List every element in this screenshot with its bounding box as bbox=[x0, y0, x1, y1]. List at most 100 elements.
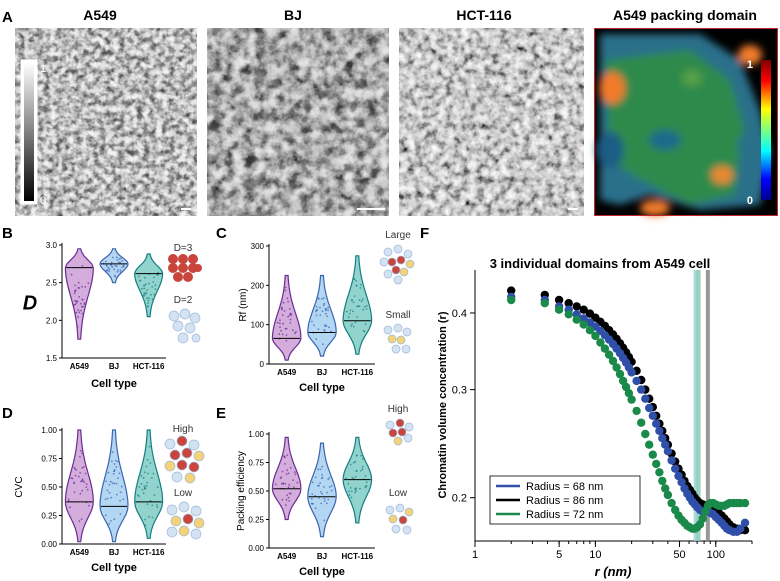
data-point bbox=[81, 466, 84, 469]
data-point bbox=[317, 484, 319, 487]
data-point bbox=[320, 491, 322, 493]
data-point bbox=[352, 461, 355, 464]
data-point bbox=[119, 499, 121, 502]
y-tick-label: 0.4 bbox=[452, 308, 467, 320]
data-point bbox=[290, 314, 293, 316]
data-point bbox=[364, 486, 367, 489]
data-point bbox=[314, 507, 317, 510]
data-point bbox=[365, 481, 368, 484]
data-point bbox=[116, 259, 119, 261]
data-point bbox=[83, 481, 86, 483]
data-point bbox=[321, 298, 323, 300]
data-point bbox=[350, 325, 353, 327]
scale-bar bbox=[568, 208, 578, 210]
data-point bbox=[73, 292, 76, 295]
data-point bbox=[321, 474, 323, 476]
data-point bbox=[364, 475, 367, 477]
data-point bbox=[292, 329, 294, 332]
data-point bbox=[287, 300, 289, 303]
y-axis-label: CVC bbox=[14, 476, 25, 497]
data-point bbox=[286, 297, 289, 300]
data-point bbox=[74, 468, 76, 470]
annotation-d2: D=2 bbox=[174, 295, 193, 306]
data-point bbox=[362, 308, 365, 311]
data-point bbox=[81, 265, 84, 267]
chart-title: 3 individual domains from A549 cell bbox=[490, 256, 711, 271]
data-point bbox=[146, 297, 148, 300]
data-point bbox=[351, 299, 353, 302]
data-point bbox=[118, 472, 121, 475]
violin-hct-116 bbox=[134, 429, 164, 539]
data-point bbox=[73, 482, 76, 485]
data-point bbox=[79, 472, 82, 474]
data-point-green_series bbox=[641, 429, 650, 439]
data-point-blue_series bbox=[652, 419, 661, 428]
data-point bbox=[145, 484, 148, 487]
panel-letter-b: B bbox=[2, 225, 13, 242]
data-point bbox=[144, 276, 147, 279]
data-point bbox=[115, 466, 118, 468]
y-tick-label: 2.0 bbox=[46, 316, 58, 325]
data-point bbox=[364, 323, 367, 326]
data-point bbox=[317, 328, 320, 331]
data-point-blue_series bbox=[667, 456, 676, 465]
data-point-green_series bbox=[579, 320, 588, 329]
violin-hct-116 bbox=[134, 253, 164, 318]
data-point bbox=[153, 494, 156, 496]
data-point bbox=[287, 315, 289, 318]
data-point bbox=[327, 306, 329, 309]
data-point bbox=[156, 486, 159, 489]
data-point bbox=[364, 305, 366, 308]
data-point bbox=[328, 326, 330, 329]
data-point bbox=[355, 455, 358, 457]
data-point bbox=[154, 284, 157, 287]
data-point bbox=[276, 321, 279, 324]
jet-colorbar bbox=[761, 60, 771, 200]
data-point-black_series bbox=[579, 305, 588, 314]
data-point bbox=[285, 504, 287, 506]
data-point bbox=[87, 504, 90, 507]
legend-label: Radius = 72 nm bbox=[526, 509, 603, 521]
data-point bbox=[115, 482, 118, 485]
data-point bbox=[154, 288, 157, 290]
x-tick-label: A549 bbox=[277, 368, 297, 377]
data-point bbox=[108, 522, 110, 525]
data-point bbox=[287, 486, 290, 489]
data-point bbox=[111, 266, 114, 269]
data-point-blue_series bbox=[740, 518, 750, 527]
data-point bbox=[347, 482, 350, 485]
data-point bbox=[284, 286, 287, 289]
y-tick-label: 1.5 bbox=[46, 354, 58, 363]
data-point bbox=[143, 284, 146, 287]
data-point-blue_series bbox=[677, 478, 686, 487]
data-point bbox=[143, 487, 146, 490]
data-point bbox=[119, 513, 122, 515]
data-point bbox=[284, 456, 286, 459]
data-point bbox=[360, 284, 362, 286]
data-point bbox=[105, 480, 107, 483]
data-point bbox=[279, 477, 282, 480]
data-point bbox=[326, 491, 328, 494]
data-point bbox=[120, 485, 123, 488]
data-point bbox=[77, 475, 80, 478]
data-point bbox=[77, 316, 79, 318]
data-point bbox=[365, 485, 368, 487]
data-point bbox=[113, 470, 116, 473]
data-point bbox=[289, 467, 292, 469]
data-point-green_series bbox=[658, 476, 667, 486]
data-point bbox=[324, 324, 326, 327]
x-tick-label: BJ bbox=[317, 552, 327, 561]
data-point bbox=[321, 465, 324, 468]
data-point bbox=[321, 310, 324, 313]
data-point-blue_series bbox=[632, 376, 641, 386]
data-point bbox=[75, 311, 78, 314]
data-point bbox=[354, 491, 356, 494]
data-point bbox=[76, 325, 79, 328]
data-point bbox=[287, 472, 290, 475]
data-point bbox=[352, 325, 355, 328]
data-point bbox=[287, 496, 290, 499]
data-point bbox=[105, 514, 107, 517]
data-point bbox=[319, 482, 321, 484]
data-point bbox=[279, 326, 281, 328]
